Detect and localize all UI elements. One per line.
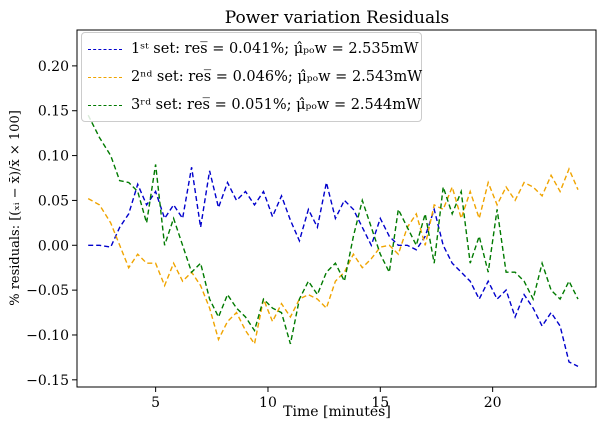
- plot-frame: [76, 29, 597, 388]
- series-line-set-3: [87, 114, 579, 345]
- y-axis: −0.15 −0.10 −0.05 0.00 0.05 0.10 0.15 0.20: [26, 59, 77, 389]
- legend-swatch-set-3: [88, 104, 122, 106]
- y-tick-label: −0.05: [26, 283, 69, 299]
- legend-entry-set-2: 2ⁿᵈ set: res̅ = 0.046%; μ̂ₚₒw = 2.543mW: [88, 64, 422, 90]
- y-tick-label: 0.00: [38, 238, 69, 254]
- chart-title: Power variation Residuals: [225, 8, 450, 28]
- x-tick-label: 5: [151, 395, 160, 411]
- y-tick-label: 0.20: [38, 59, 69, 75]
- legend-swatch-set-1: [88, 48, 122, 50]
- y-tick-label: −0.15: [26, 373, 69, 389]
- legend-entry-set-3: 3ʳᵈ set: res̅ = 0.051%; μ̂ₚₒw = 2.544mW: [88, 92, 421, 118]
- legend: 1ˢᵗ set: res̅ = 0.041%; μ̂ₚₒw = 2.535mW …: [81, 32, 422, 122]
- series-line-set-2: [87, 167, 579, 346]
- series-line-set-1: [88, 167, 579, 368]
- y-tick-label: −0.10: [26, 328, 69, 344]
- y-axis-label: % residuals: [(ₓᵢ − x̄)/x̄ × 100]: [8, 110, 23, 306]
- legend-label-set-3: 3ʳᵈ set: res̅ = 0.051%; μ̂ₚₒw = 2.544mW: [131, 97, 421, 113]
- x-axis-label: Time [minutes]: [283, 404, 391, 420]
- series-lines: [87, 114, 579, 368]
- x-tick-label: 15: [371, 395, 389, 411]
- x-tick-label: 20: [484, 395, 502, 411]
- legend-swatch-set-2: [88, 76, 122, 78]
- y-tick-label: 0.10: [38, 149, 69, 165]
- legend-entry-set-1: 1ˢᵗ set: res̅ = 0.041%; μ̂ₚₒw = 2.535mW: [88, 36, 419, 62]
- legend-label-set-1: 1ˢᵗ set: res̅ = 0.041%; μ̂ₚₒw = 2.535mW: [131, 41, 419, 57]
- legend-label-set-2: 2ⁿᵈ set: res̅ = 0.046%; μ̂ₚₒw = 2.543mW: [131, 69, 423, 85]
- y-tick-label: 0.05: [38, 193, 69, 209]
- x-tick-label: 10: [259, 395, 277, 411]
- y-tick-label: 0.15: [38, 104, 69, 120]
- x-axis: 5 10 15 20: [151, 387, 502, 411]
